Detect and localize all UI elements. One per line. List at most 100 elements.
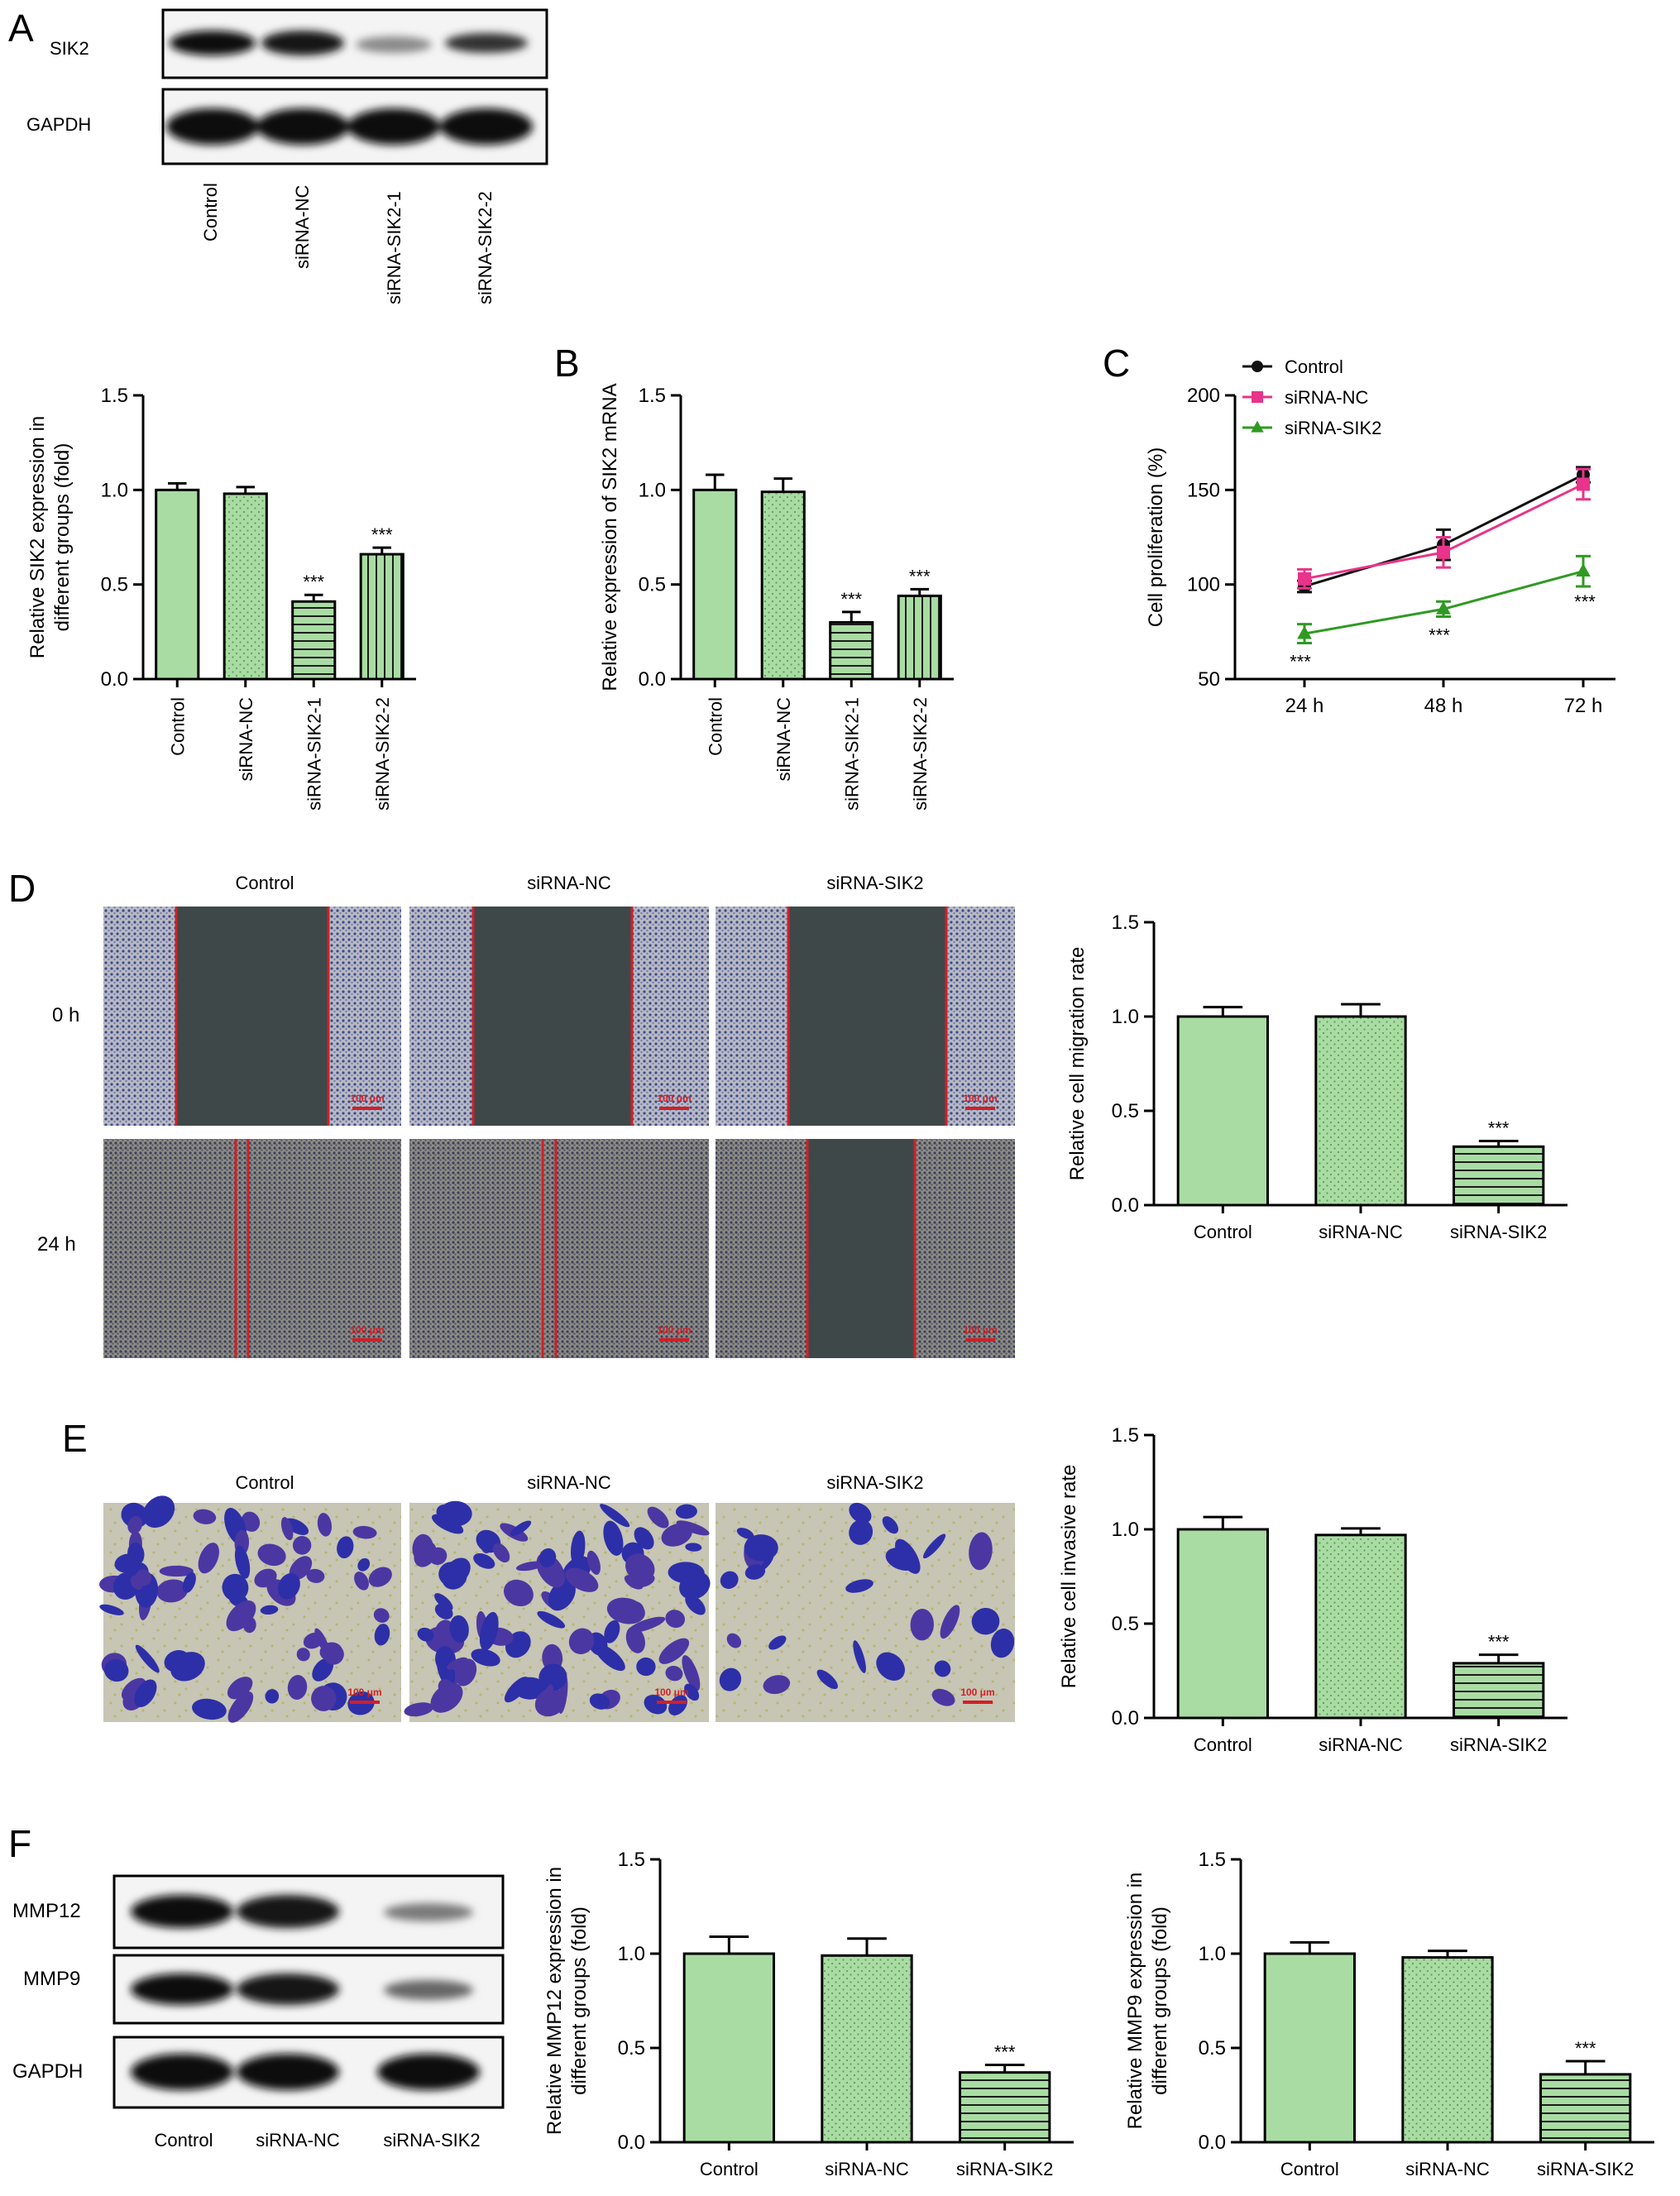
stained-cell bbox=[586, 1550, 601, 1575]
stained-cell bbox=[768, 1635, 787, 1650]
stained-cell bbox=[492, 1543, 510, 1562]
stained-cell bbox=[312, 1658, 334, 1682]
stained-cell bbox=[538, 1548, 557, 1567]
blot-a-lane-sirna-sik2-2: siRNA-SIK2-2 bbox=[475, 191, 495, 304]
stained-cell bbox=[931, 1688, 955, 1706]
blot-f-lane-sirna-nc: siRNA-NC bbox=[256, 2130, 340, 2151]
x-tick-label: 48 h bbox=[1424, 695, 1463, 717]
y-tick-label: 1.0 bbox=[618, 1943, 645, 1965]
chart-d-migration-rate: 0.0 0.5 1.0 1.5 Control siRNA-NC *** siRNA-SIK2… bbox=[1066, 911, 1568, 1242]
stained-cell bbox=[260, 1605, 279, 1615]
bar bbox=[1176, 1015, 1269, 1207]
y-tick-label: 100 bbox=[1187, 574, 1220, 596]
stained-cell bbox=[447, 1657, 468, 1670]
stained-cell bbox=[127, 1515, 143, 1534]
stained-cell bbox=[373, 1608, 390, 1623]
blot-f-band-mmp9-control bbox=[131, 1974, 233, 2005]
stained-cell bbox=[934, 1660, 951, 1677]
point-marker bbox=[1298, 572, 1311, 586]
y-tick-label: 0.5 bbox=[1199, 2037, 1226, 2060]
blot-f-band-gapdh-sirna-sik2 bbox=[377, 2054, 480, 2090]
legend-label: siRNA-NC bbox=[1285, 387, 1369, 408]
chart-b-sik2-mrna: 0.0 0.5 1.0 1.5 Control siRNA-NC *** siRNA-SIK2… bbox=[599, 383, 954, 811]
x-tick-label: Control bbox=[1194, 1222, 1252, 1242]
stained-cell bbox=[193, 1509, 217, 1524]
stained-cell bbox=[685, 1594, 706, 1615]
y-tick-label: 1.5 bbox=[618, 1849, 645, 1871]
blot-a-band-gapdh-sirna-nc bbox=[256, 108, 349, 145]
blot-a-band-gapdh-sirna-sik2-1 bbox=[347, 108, 440, 145]
stained-cell bbox=[292, 1535, 312, 1555]
stained-cell bbox=[720, 1571, 739, 1589]
stained-cell bbox=[227, 1691, 254, 1723]
significance-label: *** bbox=[1574, 591, 1596, 612]
x-tick-label: siRNA-NC bbox=[773, 697, 794, 782]
chart-f-mmp12: 0.0 0.5 1.0 1.5 Control siRNA-NC *** siRNA-SIK2… bbox=[543, 1849, 1074, 2179]
stained-cell bbox=[306, 1568, 325, 1583]
stained-cell bbox=[265, 1689, 280, 1704]
invasion-col-sirna-nc: siRNA-NC bbox=[527, 1472, 611, 1493]
stained-cell bbox=[337, 1536, 354, 1559]
stained-cell bbox=[726, 1633, 742, 1648]
stained-cell bbox=[436, 1650, 456, 1688]
stained-cell bbox=[542, 1684, 554, 1715]
stained-cell bbox=[114, 1553, 141, 1573]
blot-a-band-sik2-sirna-sik2-2 bbox=[445, 33, 528, 53]
stained-cell bbox=[595, 1643, 625, 1672]
stained-cell bbox=[232, 1677, 250, 1696]
stained-cell bbox=[311, 1686, 337, 1711]
bar bbox=[291, 600, 337, 681]
y-tick-label: 1.0 bbox=[1199, 1943, 1226, 1965]
wound-row-0h: 0 h bbox=[52, 1004, 79, 1026]
stained-cell bbox=[658, 1638, 690, 1664]
stained-cell bbox=[684, 1683, 700, 1701]
bar bbox=[1314, 1015, 1407, 1207]
panel-letter-a: A bbox=[8, 7, 34, 50]
stained-cell bbox=[744, 1534, 778, 1562]
bar bbox=[359, 553, 404, 681]
blot-f-band-gapdh-sirna-nc bbox=[237, 2054, 339, 2090]
wound-col-sirna-sik2: siRNA-SIK2 bbox=[826, 873, 923, 893]
stained-cell bbox=[763, 1675, 791, 1695]
y-tick-label: 1.5 bbox=[1199, 1849, 1226, 1871]
y-axis-label: different groups (fold) bbox=[568, 1907, 591, 2095]
stained-cell bbox=[969, 1532, 993, 1571]
bar bbox=[821, 1954, 913, 2144]
blot-f-band-mmp12-sirna-sik2 bbox=[384, 1903, 473, 1921]
bar bbox=[760, 490, 806, 681]
stained-cell bbox=[428, 1547, 448, 1565]
scale-bar-label: 100 μm bbox=[347, 1686, 381, 1698]
stained-cell bbox=[257, 1543, 286, 1567]
stained-cell bbox=[565, 1567, 599, 1592]
stained-cell bbox=[634, 1527, 654, 1550]
wound-image-sirna-nc-0h: 100 μm bbox=[409, 907, 709, 1126]
blot-f-band-mmp12-sirna-nc bbox=[237, 1895, 339, 1928]
significance-label: *** bbox=[303, 572, 324, 592]
stained-cell bbox=[103, 1659, 129, 1682]
stained-cell bbox=[431, 1514, 464, 1534]
blot-f-lane-control: Control bbox=[155, 2130, 213, 2151]
x-tick-label: siRNA-SIK2 bbox=[1537, 2159, 1634, 2179]
bar bbox=[1401, 1956, 1494, 2144]
blot-a-band-sik2-sirna-sik2-1 bbox=[356, 36, 432, 53]
stained-cell bbox=[296, 1648, 310, 1662]
bar bbox=[692, 488, 738, 681]
stained-cell bbox=[568, 1628, 595, 1654]
stained-cell bbox=[287, 1675, 308, 1700]
stained-cell bbox=[876, 1652, 905, 1681]
stained-cell bbox=[624, 1575, 644, 1590]
scale-bar-label: 100 μm bbox=[963, 1324, 997, 1336]
legend-label: Control bbox=[1285, 356, 1343, 377]
wound-image-sirna-nc-24h: 100 μm bbox=[409, 1139, 709, 1358]
y-tick-label: 1.0 bbox=[1112, 1519, 1139, 1541]
transwell-invasion-images: Control siRNA-NC siRNA-SIK2 100 μm 100 μ… bbox=[99, 1472, 1015, 1723]
y-tick-label: 1.5 bbox=[639, 385, 666, 407]
y-tick-label: 0.5 bbox=[1112, 1613, 1139, 1635]
y-tick-label: 0.0 bbox=[1112, 1194, 1139, 1217]
blot-a-band-sik2-sirna-nc bbox=[261, 31, 344, 55]
point-marker bbox=[1297, 625, 1312, 639]
stained-cell bbox=[744, 1564, 766, 1580]
significance-label: *** bbox=[994, 2042, 1016, 2063]
significance-label: *** bbox=[1488, 1632, 1510, 1653]
x-tick-label: 24 h bbox=[1285, 695, 1324, 717]
